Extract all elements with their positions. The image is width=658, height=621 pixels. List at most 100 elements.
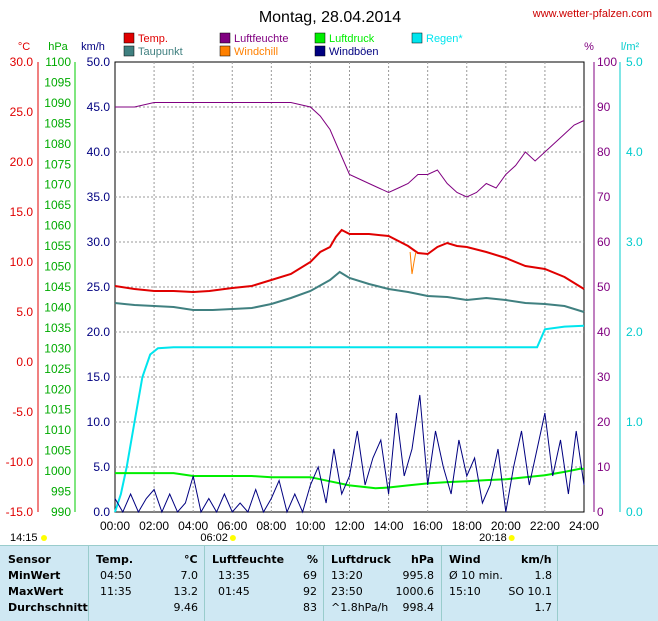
pressure-unit: hPa bbox=[48, 41, 68, 53]
humidity-tick: 90 bbox=[597, 100, 611, 114]
table-cell-p_time: ^1.8hPa/h bbox=[331, 601, 389, 614]
wind-tick: 30.0 bbox=[87, 235, 111, 249]
table-header-sensor: Sensor bbox=[8, 553, 51, 566]
rain-tick: 5.0 bbox=[626, 55, 643, 69]
x-tick: 08:00 bbox=[256, 519, 286, 533]
humidity-tick: 80 bbox=[597, 145, 611, 159]
x-tick: 18:00 bbox=[452, 519, 482, 533]
table-header-temp-unit: °C bbox=[184, 553, 198, 566]
table-header-hum-unit: % bbox=[307, 553, 319, 566]
table-cell-t_time: 11:35 bbox=[100, 585, 132, 598]
rain-tick: 4.0 bbox=[626, 145, 643, 159]
table-cell-h_time: 01:45 bbox=[218, 585, 250, 598]
x-tick: 04:00 bbox=[178, 519, 208, 533]
table-header-pres: Luftdruck bbox=[331, 553, 391, 566]
left-time: 14:15 bbox=[10, 532, 38, 544]
humidity-unit: % bbox=[584, 41, 594, 53]
chart-axes: 30.0 25.0 20.0 15.0 10.0 5.0 0.0 -5.0 -10.0 -15.0… bbox=[6, 41, 643, 533]
legend-swatch bbox=[219, 32, 231, 44]
table-cell-t_time: 04:50 bbox=[100, 569, 132, 582]
humidity-tick: 20 bbox=[597, 415, 611, 429]
pressure-tick: 1050 bbox=[44, 260, 71, 274]
legend-label: Luftfeuchte bbox=[234, 33, 288, 45]
temp-tick: 0.0 bbox=[16, 355, 33, 369]
pressure-tick: 1055 bbox=[44, 239, 71, 253]
chart-title: Montag, 28.04.2014 bbox=[259, 9, 401, 26]
table-cell-p_time: 23:50 bbox=[331, 585, 363, 598]
series-line bbox=[115, 102, 585, 198]
wind-tick: 0.0 bbox=[93, 505, 110, 519]
humidity-tick: 70 bbox=[597, 190, 611, 204]
pressure-tick: 1010 bbox=[44, 423, 71, 437]
pressure-tick: 1100 bbox=[45, 55, 71, 69]
rain-tick: 3.0 bbox=[626, 235, 643, 249]
x-tick: 10:00 bbox=[295, 519, 325, 533]
table-cell-w_val: 1.7 bbox=[534, 601, 553, 614]
series-line bbox=[114, 324, 585, 513]
table-cell-t_val: 9.46 bbox=[173, 601, 199, 614]
sunset-icon bbox=[508, 535, 515, 541]
x-tick: 20:00 bbox=[491, 519, 521, 533]
table-cell-label: Durchschnitt bbox=[8, 601, 88, 614]
chart-series bbox=[114, 102, 585, 514]
x-tick: 00:00 bbox=[100, 519, 130, 533]
pressure-tick: 1070 bbox=[44, 178, 71, 192]
pressure-tick: 1065 bbox=[44, 198, 71, 212]
site-link[interactable]: www.wetter-pfalzen.com bbox=[532, 8, 652, 20]
legend-label: Temp. bbox=[138, 33, 168, 45]
wind-unit: km/h bbox=[81, 41, 105, 53]
pressure-tick: 1045 bbox=[44, 280, 71, 294]
legend-label: Windböen bbox=[329, 46, 379, 58]
legend-label: Windchill bbox=[234, 46, 278, 58]
table-cell-w_time: 15:10 bbox=[449, 585, 481, 598]
series-line bbox=[114, 394, 585, 514]
temp-tick: 25.0 bbox=[10, 105, 34, 119]
table-cell-h_val: 69 bbox=[303, 569, 317, 582]
table-cell-h_time: 13:35 bbox=[218, 569, 250, 582]
wind-tick: 15.0 bbox=[87, 370, 111, 384]
pressure-tick: 1075 bbox=[44, 157, 71, 171]
pressure-tick: 1090 bbox=[44, 96, 71, 110]
temp-tick: -15.0 bbox=[6, 505, 34, 519]
table-cell-w_time: Ø 10 min. bbox=[449, 569, 503, 582]
x-tick: 12:00 bbox=[334, 519, 364, 533]
table-header-pres-unit: hPa bbox=[411, 553, 435, 566]
pressure-tick: 1035 bbox=[44, 321, 71, 335]
legend-label: Luftdruck bbox=[329, 33, 375, 45]
pressure-tick: 1040 bbox=[44, 300, 71, 314]
table-cell-label: MinWert bbox=[8, 569, 61, 582]
wind-tick: 10.0 bbox=[87, 415, 111, 429]
table-cell-h_val: 83 bbox=[303, 601, 317, 614]
legend-swatch bbox=[123, 45, 135, 57]
table-cell-p_val: 1000.6 bbox=[395, 585, 435, 598]
legend-swatch bbox=[123, 32, 135, 44]
temp-tick: 15.0 bbox=[10, 205, 34, 219]
temp-tick: 30.0 bbox=[10, 55, 34, 69]
left-sun-icon bbox=[41, 535, 47, 541]
pressure-tick: 1020 bbox=[44, 382, 71, 396]
x-tick: 16:00 bbox=[413, 519, 443, 533]
legend-swatch bbox=[411, 32, 423, 44]
pressure-tick: 1030 bbox=[44, 341, 71, 355]
wind-tick: 40.0 bbox=[87, 145, 111, 159]
pressure-tick: 1085 bbox=[44, 116, 71, 130]
table-header-hum: Luftfeuchte bbox=[212, 553, 285, 566]
wind-tick: 20.0 bbox=[87, 325, 111, 339]
series-line bbox=[114, 270, 585, 313]
table-header-wind-unit: km/h bbox=[521, 553, 552, 566]
legend-swatch bbox=[314, 32, 326, 44]
wind-tick: 50.0 bbox=[87, 55, 111, 69]
table-cell-label: MaxWert bbox=[8, 585, 64, 598]
temp-tick: 10.0 bbox=[10, 255, 34, 269]
x-tick: 06:00 bbox=[217, 519, 247, 533]
legend-label: Regen* bbox=[426, 33, 463, 45]
rain-tick: 1.0 bbox=[626, 415, 643, 429]
x-tick: 22:00 bbox=[530, 519, 560, 533]
wind-tick: 25.0 bbox=[87, 280, 111, 294]
rain-unit: l/m² bbox=[621, 41, 640, 53]
table-cell-p_val: 995.8 bbox=[402, 569, 435, 582]
humidity-tick: 10 bbox=[597, 460, 611, 474]
temp-unit: °C bbox=[18, 41, 30, 53]
temp-tick: -10.0 bbox=[6, 455, 34, 469]
temp-tick: 20.0 bbox=[10, 155, 34, 169]
